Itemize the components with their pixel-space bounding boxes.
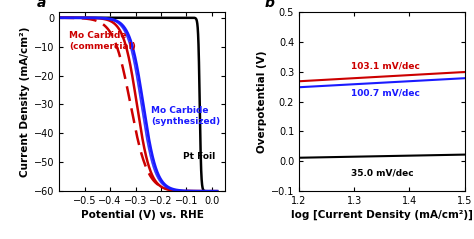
- Text: Pt Foil: Pt Foil: [182, 152, 215, 161]
- X-axis label: log [Current Density (mA/cm²)]: log [Current Density (mA/cm²)]: [291, 210, 473, 221]
- Text: 100.7 mV/dec: 100.7 mV/dec: [352, 88, 420, 97]
- Text: 35.0 mV/dec: 35.0 mV/dec: [352, 169, 414, 178]
- X-axis label: Potential (V) vs. RHE: Potential (V) vs. RHE: [81, 210, 203, 220]
- Text: Mo Carbide
(synthesized): Mo Carbide (synthesized): [151, 106, 220, 126]
- Text: Mo Carbide
(commercial): Mo Carbide (commercial): [69, 31, 137, 51]
- Text: a: a: [36, 0, 46, 10]
- Text: b: b: [264, 0, 274, 10]
- Y-axis label: Current Density (mA/cm²): Current Density (mA/cm²): [20, 26, 30, 177]
- Text: 103.1 mV/dec: 103.1 mV/dec: [352, 62, 420, 71]
- Y-axis label: Overpotential (V): Overpotential (V): [257, 50, 267, 153]
